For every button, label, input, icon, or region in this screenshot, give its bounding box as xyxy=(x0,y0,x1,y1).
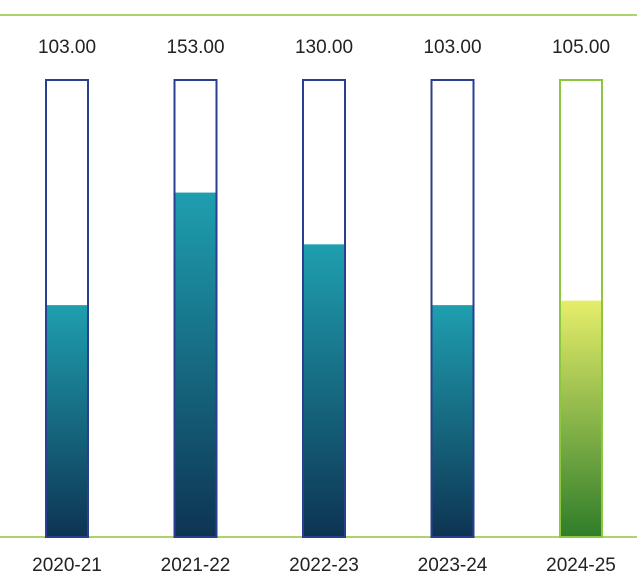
value-label: 103.00 xyxy=(423,37,481,58)
category-label: 2023-24 xyxy=(418,555,488,576)
value-label: 105.00 xyxy=(552,37,610,58)
category-label: 2022-23 xyxy=(289,555,359,576)
tube-fill xyxy=(175,193,217,537)
tube-fill xyxy=(560,301,602,537)
tube-fill xyxy=(432,305,474,537)
tube-fill xyxy=(303,244,345,537)
tube-fill xyxy=(46,305,88,537)
category-label: 2024-25 xyxy=(546,555,616,576)
value-label: 130.00 xyxy=(295,37,353,58)
category-label: 2021-22 xyxy=(161,555,231,576)
chart: 103.00 2020-21 153.00 2021-22 130.00 2022-23 1… xyxy=(0,0,637,583)
category-label: 2020-21 xyxy=(32,555,102,576)
value-label: 153.00 xyxy=(166,37,224,58)
value-label: 103.00 xyxy=(38,37,96,58)
